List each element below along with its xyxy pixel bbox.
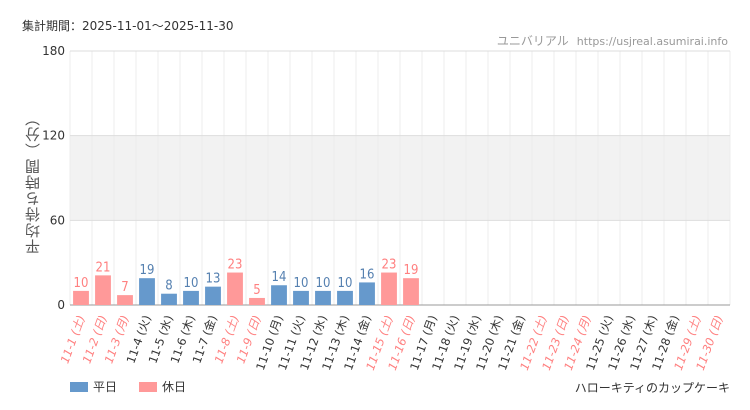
bar bbox=[227, 272, 243, 305]
legend-label-weekday: 平日 bbox=[93, 380, 118, 394]
legend-label-holiday: 休日 bbox=[162, 380, 187, 394]
period-label: 集計期間：2025-11-01～2025-11-30 bbox=[22, 19, 234, 33]
bar bbox=[381, 272, 397, 305]
data-label: 8 bbox=[165, 279, 172, 294]
legend: 平日 休日 bbox=[70, 378, 186, 395]
bar bbox=[205, 286, 221, 305]
data-label: 16 bbox=[360, 267, 375, 282]
data-label: 13 bbox=[206, 272, 221, 287]
data-label: 23 bbox=[228, 258, 243, 273]
bar bbox=[95, 275, 111, 305]
bar bbox=[403, 278, 419, 305]
bar bbox=[249, 297, 265, 305]
legend-item-weekday[interactable]: 平日 bbox=[70, 378, 117, 395]
bar bbox=[117, 295, 133, 305]
data-label: 10 bbox=[294, 276, 309, 291]
bar bbox=[183, 290, 199, 305]
bar bbox=[161, 293, 177, 305]
data-label: 10 bbox=[338, 276, 353, 291]
data-label: 19 bbox=[140, 263, 155, 278]
bar bbox=[359, 282, 375, 305]
data-label: 10 bbox=[74, 276, 89, 291]
data-label: 10 bbox=[184, 276, 199, 291]
data-label: 10 bbox=[316, 276, 331, 291]
bar bbox=[315, 290, 331, 305]
legend-swatch-holiday bbox=[139, 381, 158, 392]
credit: ユニバリアル https://usjreal.asumirai.info bbox=[497, 32, 728, 49]
y-tick-label: 0 bbox=[57, 298, 65, 312]
credit-site[interactable]: https://usjreal.asumirai.info bbox=[576, 35, 728, 48]
data-label: 14 bbox=[272, 270, 287, 285]
bar bbox=[139, 278, 155, 305]
data-label: 23 bbox=[382, 258, 397, 273]
menu-name: ハローキティのカップケーキ bbox=[574, 381, 730, 395]
data-label: 7 bbox=[121, 280, 128, 295]
credit-name: ユニバリアル bbox=[496, 34, 569, 48]
data-label: 19 bbox=[404, 263, 419, 278]
data-label: 21 bbox=[96, 260, 111, 275]
legend-swatch-weekday bbox=[70, 381, 88, 392]
bar bbox=[271, 285, 287, 305]
legend-item-holiday[interactable]: 休日 bbox=[139, 378, 186, 395]
data-label: 5 bbox=[253, 283, 260, 298]
bar bbox=[73, 290, 89, 305]
bar bbox=[337, 290, 353, 305]
y-tick-label: 180 bbox=[42, 44, 65, 58]
y-tick-label: 60 bbox=[50, 213, 65, 227]
bar bbox=[293, 290, 309, 305]
y-tick-label: 120 bbox=[42, 129, 65, 143]
